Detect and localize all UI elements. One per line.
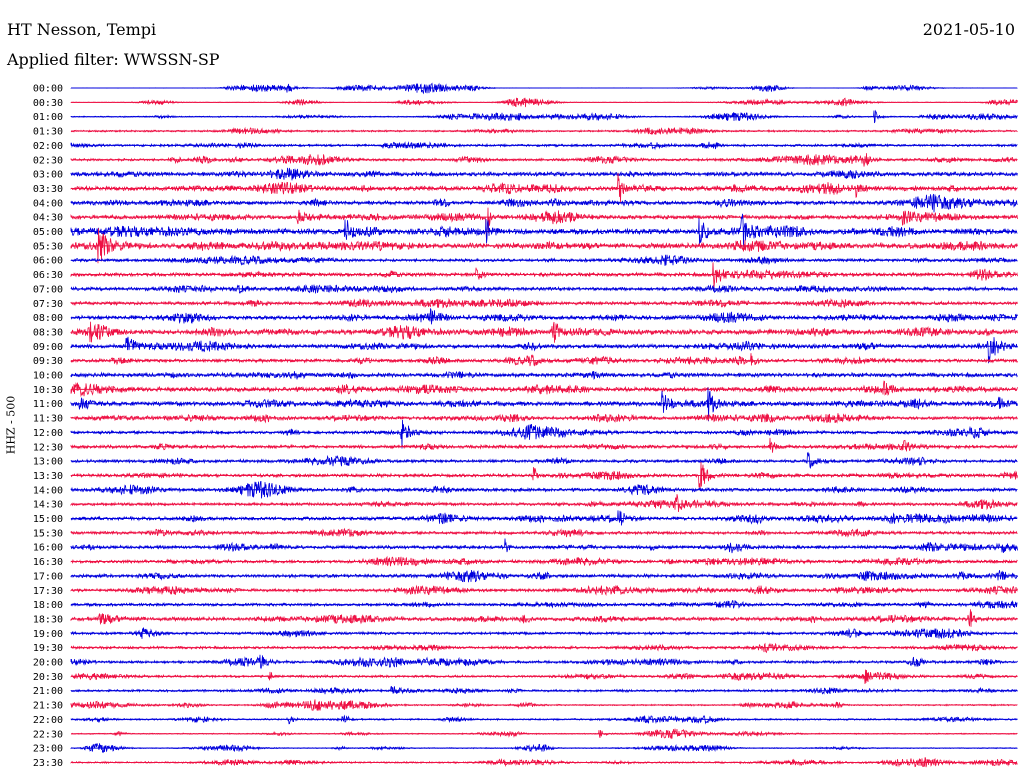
row-time-label: 07:30 [33, 299, 63, 310]
row-time-label: 01:30 [33, 127, 63, 138]
row-time-label: 08:30 [33, 327, 63, 338]
trace-row [70, 494, 1018, 513]
trace-row [70, 510, 1018, 526]
trace-row [70, 609, 1018, 627]
row-time-label: 15:00 [33, 514, 63, 525]
row-time-label: 17:30 [33, 586, 63, 597]
row-time-label: 05:00 [33, 227, 63, 238]
row-time-label: 14:30 [33, 500, 63, 511]
row-time-label: 04:30 [33, 213, 63, 224]
row-time-label: 23:30 [33, 758, 63, 769]
row-time-label: 06:00 [33, 256, 63, 267]
row-time-label: 17:00 [33, 571, 63, 582]
row-time-label: 00:30 [33, 98, 63, 109]
trace-row [70, 437, 1018, 453]
row-time-label: 11:30 [33, 414, 63, 425]
row-time-label: 12:30 [33, 442, 63, 453]
row-time-label: 11:00 [33, 399, 63, 410]
trace-row [70, 336, 1018, 364]
row-time-label: 08:00 [33, 313, 63, 324]
row-time-label: 03:30 [33, 184, 63, 195]
trace-row [70, 569, 1018, 583]
row-time-label: 09:30 [33, 356, 63, 367]
row-time-label: 19:00 [33, 629, 63, 640]
record-date: 2021-05-10 [922, 20, 1015, 39]
row-time-label: 16:30 [33, 557, 63, 568]
trace-row [70, 538, 1018, 554]
trace-row [70, 419, 1018, 449]
row-time-label: 15:30 [33, 528, 63, 539]
row-time-label: 22:30 [33, 729, 63, 740]
filter-label: Applied filter: WWSSN-SP [7, 50, 220, 69]
station-title: HT Nesson, Tempi [7, 20, 157, 39]
row-time-label: 20:30 [33, 672, 63, 683]
row-time-label: 00:00 [33, 84, 63, 95]
row-time-label: 13:30 [33, 471, 63, 482]
trace-row [70, 262, 1018, 288]
row-time-label: 05:30 [33, 241, 63, 252]
trace-row [70, 297, 1018, 309]
trace-row [70, 308, 1018, 325]
trace-row [70, 173, 1018, 203]
row-time-label: 14:00 [33, 485, 63, 496]
row-time-label: 10:30 [33, 385, 63, 396]
trace-row [70, 353, 1018, 367]
row-time-label: 04:00 [33, 198, 63, 209]
trace-row [70, 387, 1018, 422]
row-time-label: 02:30 [33, 155, 63, 166]
row-time-label: 16:00 [33, 543, 63, 554]
row-time-label: 12:00 [33, 428, 63, 439]
row-time-label: 10:00 [33, 371, 63, 382]
row-time-label: 21:00 [33, 686, 63, 697]
row-time-label: 01:00 [33, 112, 63, 123]
trace-row [70, 380, 1018, 398]
trace-row [70, 599, 1018, 609]
row-time-label: 19:30 [33, 643, 63, 654]
row-time-label: 13:00 [33, 457, 63, 468]
row-time-label: 06:30 [33, 270, 63, 281]
row-time-label: 18:00 [33, 600, 63, 611]
row-time-label: 23:00 [33, 744, 63, 755]
trace-row [70, 451, 1018, 469]
row-time-label: 02:00 [33, 141, 63, 152]
row-time-label: 03:00 [33, 170, 63, 181]
row-time-label: 09:00 [33, 342, 63, 353]
row-time-label: 21:30 [33, 701, 63, 712]
row-time-label: 20:00 [33, 658, 63, 669]
row-time-label: 07:00 [33, 284, 63, 295]
row-time-label: 22:00 [33, 715, 63, 726]
row-time-label: 18:30 [33, 614, 63, 625]
trace-row [70, 207, 1018, 241]
